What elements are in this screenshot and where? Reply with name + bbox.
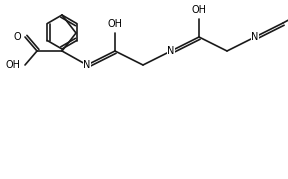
Text: OH: OH xyxy=(6,60,21,70)
Text: OH: OH xyxy=(192,5,206,15)
Text: N: N xyxy=(251,32,259,42)
Text: N: N xyxy=(167,46,175,56)
Text: OH: OH xyxy=(107,19,122,29)
Text: O: O xyxy=(13,32,21,42)
Text: N: N xyxy=(83,60,91,70)
